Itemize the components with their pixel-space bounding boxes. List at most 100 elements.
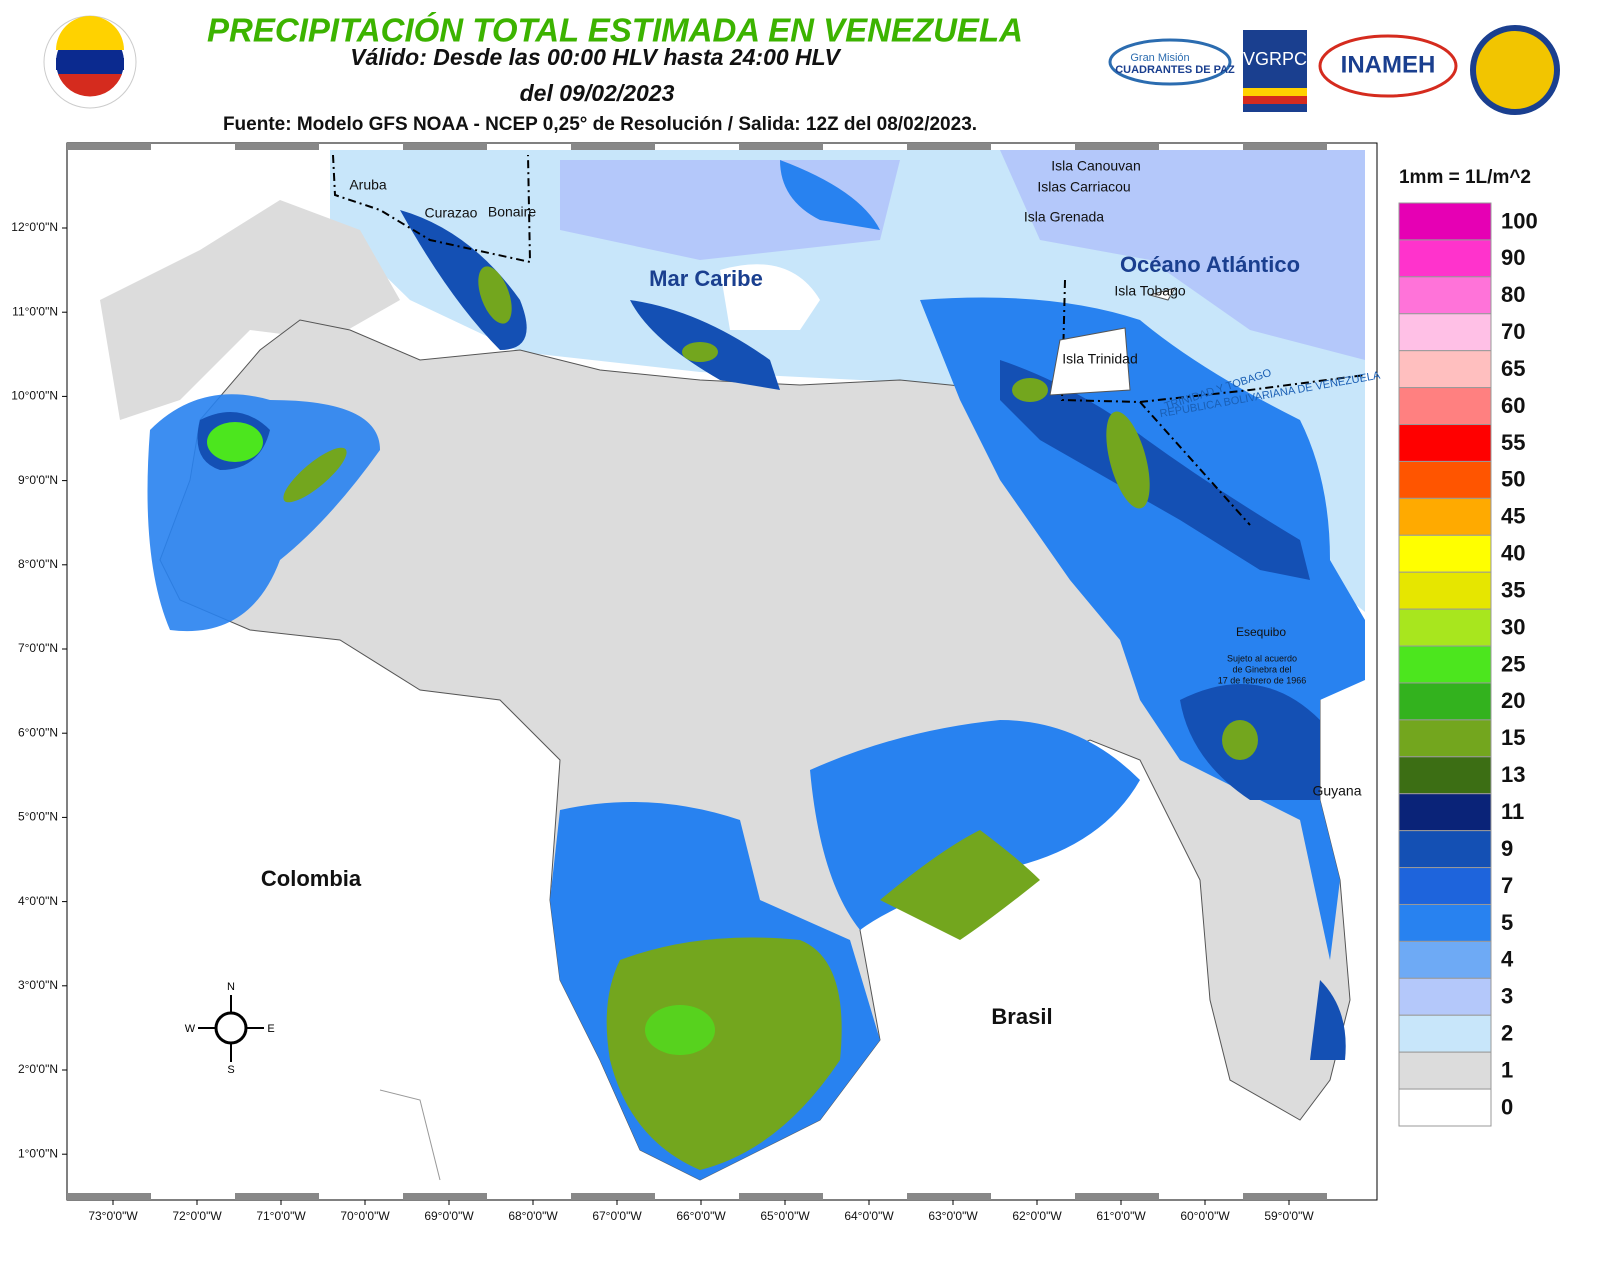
lat-tick-label: 12°0'0"N <box>11 220 58 234</box>
lon-tick-label: 62°0'0"W <box>1012 1209 1062 1223</box>
legend-label: 1 <box>1501 1057 1513 1082</box>
legend: 1009080706560555045403530252015131197543… <box>1398 202 1538 1127</box>
frame-bar <box>403 143 487 150</box>
map-label: Guyana <box>1312 783 1361 799</box>
legend-label: 45 <box>1501 504 1525 529</box>
logo-text: Gran Misión <box>1130 52 1189 64</box>
logo-ring <box>1318 34 1458 98</box>
legend-label: 3 <box>1501 984 1513 1009</box>
frame-bar <box>571 1193 655 1200</box>
sea-5mm <box>780 160 880 230</box>
map-label: Curazao <box>425 205 478 221</box>
axes: 12°0'0"N 11°0'0"N 10°0'0"N 9°0'0"N 8°0'0"N 7°… <box>11 143 1327 1223</box>
legend-swatch <box>1398 313 1492 352</box>
map-label: Aruba <box>349 177 387 193</box>
frame-bar <box>739 143 823 150</box>
map-label: de Ginebra del <box>1232 664 1291 674</box>
frame-bar <box>235 143 319 150</box>
legend-label: 25 <box>1501 651 1525 676</box>
legend-label: 20 <box>1501 688 1525 713</box>
legend-label: 13 <box>1501 762 1525 787</box>
map-label: Bonaire <box>488 204 536 220</box>
frame-bar <box>1075 143 1159 150</box>
legend-label: 5 <box>1501 910 1513 935</box>
legend-swatch <box>1398 239 1492 278</box>
sea-2mm <box>330 150 1365 612</box>
legend-label: 100 <box>1501 208 1538 233</box>
sea-label: Océano Atlántico <box>1120 252 1300 277</box>
legend-label: 11 <box>1501 799 1524 824</box>
legend-swatch <box>1398 608 1492 647</box>
legend-swatch <box>1398 903 1492 942</box>
map-label: Isla Trinidad <box>1062 351 1137 367</box>
logo-seal <box>1470 25 1560 115</box>
frame-bar <box>403 1193 487 1200</box>
lat-tick-label: 1°0'0"N <box>18 1146 58 1160</box>
legend-label: 4 <box>1501 947 1514 972</box>
legend-swatch <box>1398 1088 1492 1127</box>
legend-swatch <box>1398 682 1492 721</box>
legend-label: 35 <box>1501 577 1525 602</box>
legend-swatch <box>1398 977 1492 1016</box>
legend-swatch <box>1398 276 1492 315</box>
legend-swatch <box>1398 497 1492 536</box>
legend-label: 30 <box>1501 614 1525 639</box>
legend-swatch <box>1398 387 1492 426</box>
map-label: Isla Tobago <box>1114 283 1186 299</box>
map: Aruba Curazao Bonaire Isla Canouvan Isla… <box>11 142 1382 1223</box>
sea-3mm <box>560 150 1365 360</box>
lat-tick-label: 5°0'0"N <box>18 810 58 824</box>
lon-tick-label: 71°0'0"W <box>256 1209 306 1223</box>
frame-bar <box>235 1193 319 1200</box>
lon-tick-label: 60°0'0"W <box>1180 1209 1230 1223</box>
legend-label: 55 <box>1501 430 1525 455</box>
compass: N S E W <box>185 981 275 1076</box>
title: PRECIPITACIÓN TOTAL ESTIMADA EN VENEZUEL… <box>207 12 1023 49</box>
legend-label: 80 <box>1501 282 1525 307</box>
lat-tick-label: 7°0'0"N <box>18 641 58 655</box>
legend-label: 60 <box>1501 393 1525 418</box>
compass-label: N <box>227 981 235 993</box>
precipitation-areas <box>147 210 1365 1180</box>
compass-label: S <box>227 1064 234 1076</box>
lon-tick-label: 68°0'0"W <box>508 1209 558 1223</box>
sea-label: Mar Caribe <box>649 266 763 291</box>
legend-swatch <box>1398 793 1492 832</box>
logo-text: CUADRANTES DE PAZ <box>1115 64 1235 76</box>
lat-tick-label: 4°0'0"N <box>18 894 58 908</box>
legend-swatch <box>1398 350 1492 389</box>
legend-label: 2 <box>1501 1021 1513 1046</box>
map-label: Isla Grenada <box>1024 209 1104 225</box>
lon-tick-label: 65°0'0"W <box>760 1209 810 1223</box>
legend-swatch <box>1398 424 1492 462</box>
legend-label: 7 <box>1501 873 1513 898</box>
legend-swatch <box>1398 940 1492 979</box>
legend-label: 15 <box>1501 725 1525 750</box>
lon-tick-label: 59°0'0"W <box>1264 1209 1314 1223</box>
colombia-coast <box>100 200 400 420</box>
map-label: Esequibo <box>1236 625 1286 639</box>
lat-tick-label: 2°0'0"N <box>18 1062 58 1076</box>
map-label: Islas Carriacou <box>1037 179 1130 195</box>
legend-swatch <box>1398 830 1492 869</box>
lat-tick-label: 9°0'0"N <box>18 473 58 487</box>
legend-swatch <box>1398 1014 1492 1053</box>
legend-swatch <box>1398 460 1492 499</box>
source: Fuente: Modelo GFS NOAA - NCEP 0,25° de … <box>223 114 977 135</box>
lon-tick-label: 72°0'0"W <box>172 1209 222 1223</box>
lat-tick-label: 8°0'0"N <box>18 557 58 571</box>
frame-bar <box>1243 1193 1327 1200</box>
legend-label: 65 <box>1501 356 1525 381</box>
logo-ring <box>1108 38 1232 86</box>
legend-label: 40 <box>1501 541 1525 566</box>
lon-tick-label: 63°0'0"W <box>928 1209 978 1223</box>
sea-0mm <box>720 264 820 330</box>
country-label: Brasil <box>991 1004 1052 1029</box>
frame-bar <box>1243 143 1327 150</box>
map-label: 17 de febrero de 1966 <box>1218 675 1307 685</box>
legend-swatch <box>1398 645 1492 684</box>
frame-bar <box>67 143 151 150</box>
